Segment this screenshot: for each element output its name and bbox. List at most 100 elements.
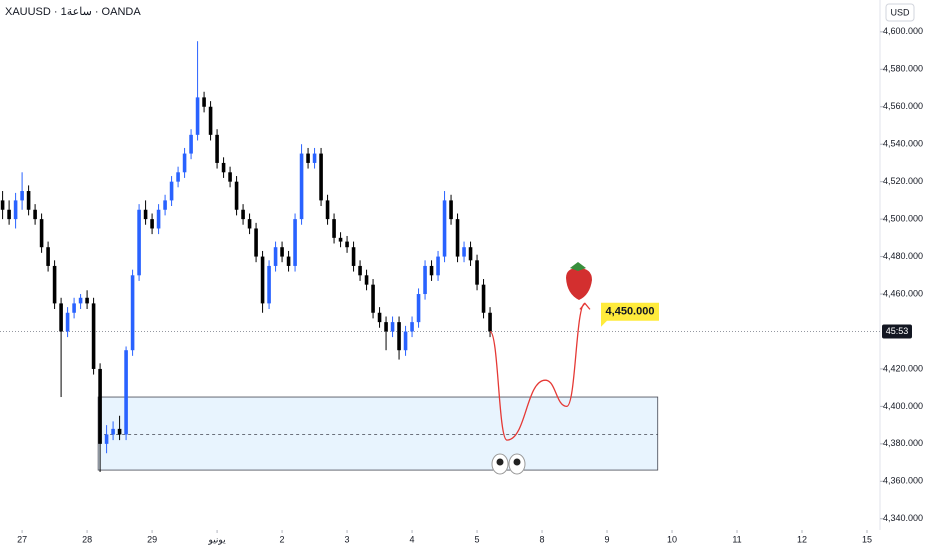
strawberry-icon	[566, 262, 592, 300]
candle-body	[468, 247, 473, 261]
y-tick-label: 4,480.000	[883, 251, 923, 261]
y-tick-label: 4,460.000	[883, 288, 923, 298]
candle-body	[403, 331, 408, 351]
candle-body	[312, 153, 317, 163]
y-tick-label: 4,600.000	[883, 26, 923, 36]
candle-body	[280, 247, 284, 257]
candle-body	[33, 209, 37, 220]
candle-body	[371, 284, 375, 313]
candle-body	[46, 247, 50, 266]
candle-body	[156, 209, 161, 229]
candle-body	[429, 265, 434, 276]
candle-body	[234, 181, 239, 210]
candle-body	[455, 219, 460, 257]
candle-body	[111, 428, 115, 435]
x-tick-label: 10	[667, 534, 677, 544]
y-tick-label: 4,560.000	[883, 101, 923, 111]
candle-body	[78, 297, 83, 304]
x-tick-label: 9	[605, 534, 610, 544]
candle-body	[163, 200, 167, 210]
x-tick-label: 29	[147, 534, 157, 544]
candle-body	[338, 237, 343, 242]
candle-body	[449, 200, 453, 220]
candle-body	[65, 312, 70, 332]
candle-body	[299, 153, 304, 220]
x-tick-label: 3	[345, 534, 350, 544]
candle-body	[481, 284, 486, 313]
candle-body	[273, 247, 278, 266]
x-tick-label: 28	[82, 534, 92, 544]
candle-body	[0, 200, 5, 210]
candle-body	[124, 350, 128, 435]
x-tick-label: 8	[540, 534, 545, 544]
candle-body	[384, 322, 388, 332]
y-tick-label: 4,420.000	[883, 363, 923, 373]
x-tick-label: 12	[797, 534, 807, 544]
candle-body	[208, 106, 213, 135]
currency-button[interactable]	[885, 3, 915, 22]
candle-body	[130, 275, 135, 351]
candle-body	[241, 209, 245, 220]
candle-body	[20, 191, 24, 201]
candle-body	[85, 297, 89, 304]
candle-body	[325, 200, 330, 220]
y-tick-label: 4,500.000	[883, 213, 923, 223]
x-tick-label: 27	[17, 534, 27, 544]
candle-body	[39, 219, 44, 248]
projection-arrow	[579, 302, 591, 310]
candle-body	[137, 209, 141, 276]
candle-body	[260, 256, 265, 304]
x-tick-label: 4	[410, 534, 415, 544]
candle-body	[72, 303, 76, 313]
candle-body	[416, 294, 421, 323]
candle-body	[254, 228, 258, 257]
x-tick-label: يونيو	[208, 534, 227, 545]
candle-body	[293, 219, 297, 266]
y-tick-label: 4,540.000	[883, 139, 923, 149]
candle-body	[410, 322, 414, 332]
candle-body	[488, 312, 492, 332]
candle-body	[423, 265, 427, 295]
y-tick-label: 4,580.000	[883, 64, 923, 74]
candle-body	[390, 322, 395, 332]
candle-body	[117, 428, 122, 435]
y-tick-label: 4,340.000	[883, 513, 923, 523]
x-tick-label: 15	[862, 534, 872, 544]
candle-body	[7, 209, 11, 220]
last-price-box	[882, 324, 912, 339]
candle-body	[377, 312, 382, 323]
candle-body	[182, 153, 187, 173]
candle-body	[358, 265, 362, 276]
candle-body	[475, 260, 479, 285]
target-label: 4,450.000	[606, 306, 655, 318]
x-tick-label: 11	[732, 534, 741, 544]
y-tick-label: 4,400.000	[883, 401, 923, 411]
candle-body	[436, 256, 440, 276]
x-tick-label: 2	[280, 534, 285, 544]
candle-body	[150, 219, 154, 229]
projection-path	[489, 302, 586, 441]
candle-body	[52, 265, 57, 304]
candle-body	[143, 209, 148, 220]
candle-body	[215, 134, 219, 163]
y-tick-label: 4,380.000	[883, 438, 923, 448]
target-box	[601, 302, 659, 327]
candle-body	[104, 434, 109, 444]
candle-body	[189, 134, 193, 154]
demand-zone	[97, 396, 659, 471]
candle-body	[26, 191, 31, 210]
candle-body	[397, 322, 401, 351]
candle-body	[13, 200, 18, 220]
candle-body	[91, 303, 96, 369]
candle-body	[228, 172, 232, 182]
currency-label: USD	[890, 7, 910, 17]
candle-body	[319, 153, 323, 201]
chart-title: XAUUSD · 1ساعة · OANDA	[5, 6, 141, 18]
candle-body	[195, 97, 200, 135]
last-price-label: 45:53	[886, 326, 909, 336]
candle-body	[98, 368, 102, 444]
candle-body	[59, 303, 63, 332]
candle-body	[202, 97, 206, 107]
eyes-icon	[491, 453, 526, 475]
